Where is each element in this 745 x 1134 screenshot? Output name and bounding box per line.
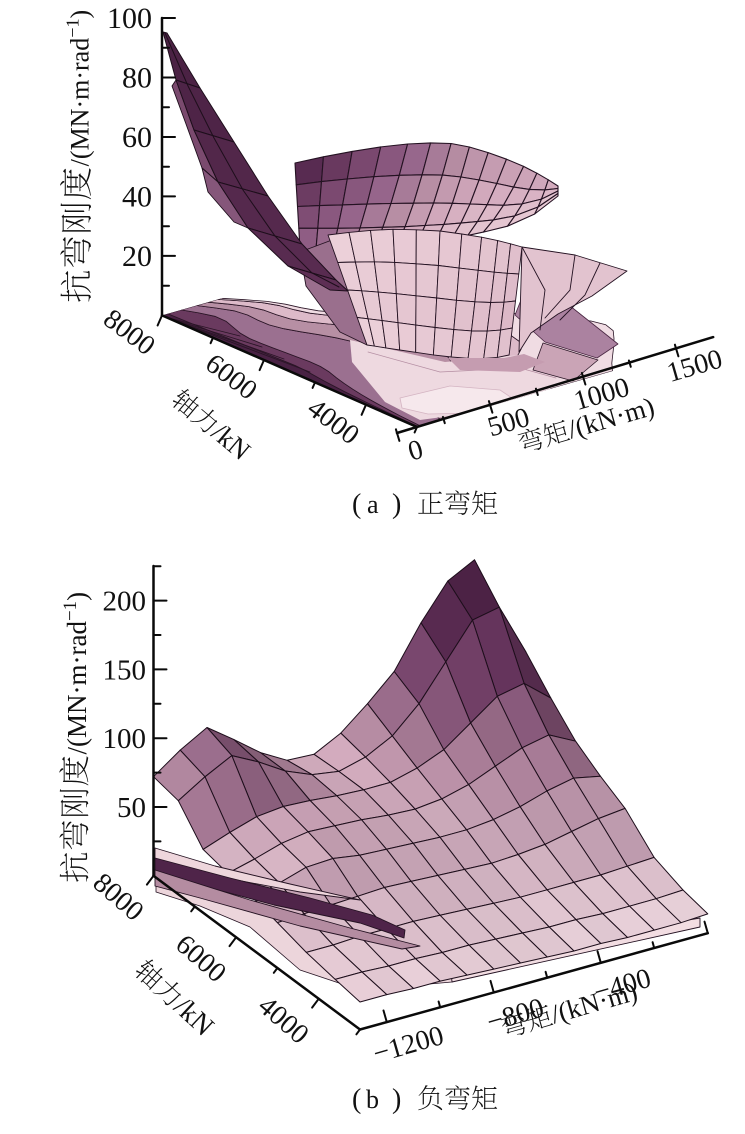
svg-text:20: 20 xyxy=(122,240,152,273)
svg-text:): ) xyxy=(392,1084,401,1115)
svg-text:40: 40 xyxy=(122,180,152,213)
svg-text:150: 150 xyxy=(103,654,147,686)
svg-text:b: b xyxy=(366,1085,379,1114)
svg-text:a: a xyxy=(367,490,379,519)
svg-text:100: 100 xyxy=(107,2,152,35)
svg-text:200: 200 xyxy=(103,586,147,618)
svg-text:80: 80 xyxy=(122,62,152,95)
svg-text:(: ( xyxy=(352,489,361,520)
svg-text:60: 60 xyxy=(122,121,152,154)
svg-text:): ) xyxy=(392,489,401,520)
svg-text:50: 50 xyxy=(117,792,146,824)
svg-text:(: ( xyxy=(352,1084,361,1115)
svg-text:100: 100 xyxy=(103,723,147,755)
